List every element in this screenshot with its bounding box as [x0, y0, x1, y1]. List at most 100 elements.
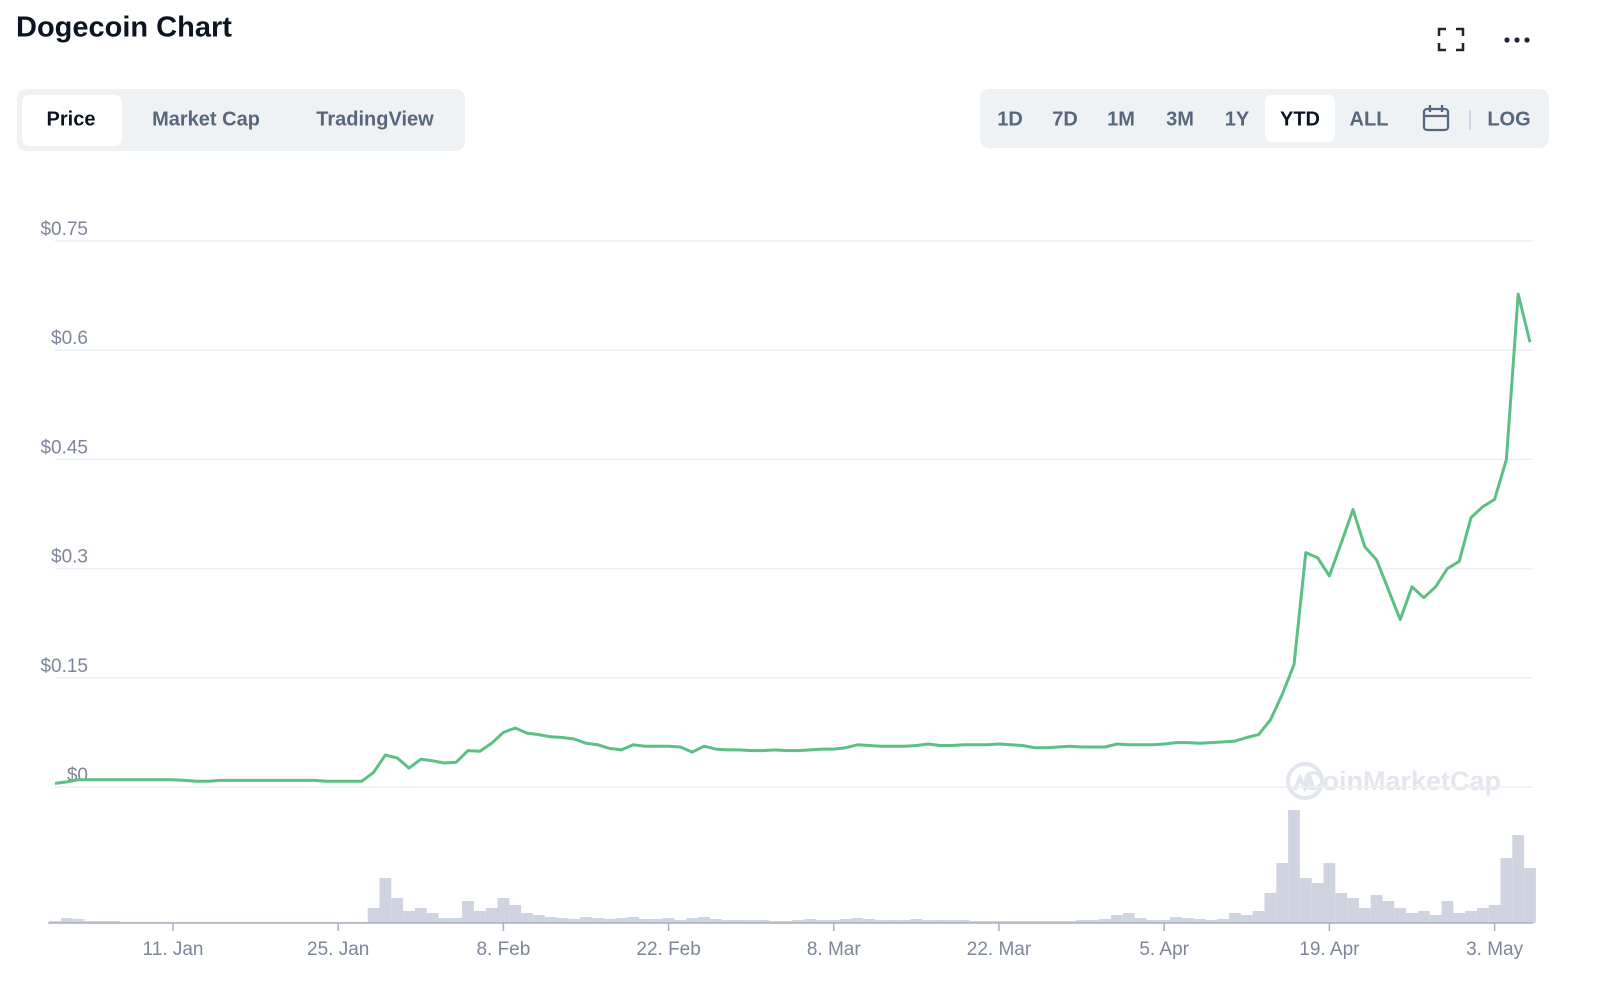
volume-bar [910, 919, 923, 923]
volume-bar [721, 920, 734, 923]
volume-bar [1040, 921, 1053, 923]
volume-bar [662, 918, 675, 923]
volume-bar [957, 920, 970, 923]
volume-bar [1111, 915, 1123, 923]
volume-bar [403, 911, 415, 923]
volume-bar [1170, 917, 1182, 923]
range-button[interactable]: 7D [1052, 108, 1078, 130]
volume-bar [96, 921, 109, 923]
range-button[interactable]: YTD [1280, 108, 1320, 130]
volume-bar [922, 920, 935, 923]
volume-bar [1453, 913, 1466, 923]
fullscreen-icon[interactable] [1437, 27, 1465, 52]
volume-bar [1476, 908, 1489, 923]
volume-bar [1500, 858, 1513, 923]
y-tick-label: $0.45 [40, 437, 88, 458]
volume-bar [568, 919, 581, 923]
volume-bar [49, 921, 61, 923]
volume-bar [1205, 920, 1218, 923]
volume-bar [1347, 898, 1359, 923]
range-button[interactable]: ALL [1350, 108, 1389, 130]
volume-bar [450, 918, 463, 923]
volume-bar [1181, 918, 1194, 923]
log-button[interactable]: LOG [1487, 108, 1530, 130]
volume-bar [816, 920, 828, 923]
volume-bar [603, 919, 616, 923]
volume-bar [934, 920, 946, 923]
more-icon[interactable] [1504, 37, 1530, 43]
volume-bar [60, 918, 73, 923]
volume-bar [1276, 863, 1289, 923]
y-tick-label: $0.6 [51, 328, 88, 349]
volume-bar [827, 920, 840, 923]
x-tick-label: 25. Jan [307, 939, 369, 960]
y-tick-label: $0.75 [40, 219, 88, 240]
calendar-icon[interactable] [1422, 105, 1450, 132]
volume-bar [780, 921, 793, 923]
volume-bar [591, 918, 604, 923]
chart-title: Dogecoin Chart [16, 12, 232, 44]
range-button[interactable]: 1Y [1225, 108, 1250, 130]
volume-bar [1217, 919, 1230, 923]
volume-bar [379, 878, 392, 923]
volume-bar [1052, 921, 1064, 923]
volume-bar [367, 908, 380, 923]
volume-bar [438, 918, 451, 923]
volume-bar [497, 898, 510, 923]
volume-bar [556, 918, 569, 923]
volume-bar [544, 917, 557, 923]
range-button[interactable]: 1D [997, 108, 1023, 130]
volume-bar [969, 921, 982, 923]
volume-bar [1488, 905, 1501, 923]
volume-bar [615, 918, 628, 923]
price-line [54, 292, 1532, 785]
tab[interactable]: Market Cap [152, 108, 260, 130]
volume-bar [627, 917, 640, 923]
volume-bar [391, 898, 404, 923]
volume-bar [1099, 919, 1112, 923]
volume-bar [1063, 921, 1076, 923]
volume-bar [981, 921, 994, 923]
range-button[interactable]: 1M [1107, 108, 1135, 130]
x-tick-label: 8. Mar [807, 939, 862, 960]
volume-bar [1087, 920, 1100, 923]
volume-bar [1299, 878, 1312, 923]
volume-bar [485, 908, 498, 923]
volume-bar [1311, 883, 1324, 923]
watermark: CoinMarketCap [1303, 766, 1501, 796]
tab[interactable]: TradingView [316, 108, 434, 130]
range-button[interactable]: 3M [1166, 108, 1194, 130]
volume-bar [1122, 913, 1135, 923]
volume-bar [1524, 868, 1536, 923]
volume-bar [993, 921, 1005, 923]
volume-bar [1417, 911, 1430, 923]
volume-bar [1465, 911, 1477, 923]
volume-bar [1288, 810, 1300, 923]
volume-bar [1323, 863, 1336, 923]
volume-bar [709, 919, 722, 923]
volume-bar [509, 905, 522, 923]
x-tick-label: 19. Apr [1299, 939, 1360, 960]
volume-bar [757, 920, 769, 923]
volume-bar [1512, 835, 1525, 923]
x-tick-label: 5. Apr [1139, 939, 1189, 960]
volume-bar [804, 919, 817, 923]
volume-bar [1240, 915, 1253, 923]
volume-bar [768, 921, 781, 923]
volume-bar [462, 901, 474, 923]
volume-bar [414, 908, 427, 923]
volume-bar [898, 920, 911, 923]
volume-bar [108, 921, 120, 923]
volume-bar [733, 920, 746, 923]
tab-bar [17, 89, 465, 151]
volume-bar [1158, 920, 1171, 923]
volume-bar [945, 920, 958, 923]
volume-bar [674, 920, 687, 923]
volume-bar [1264, 893, 1277, 923]
watermark-logo [1286, 762, 1324, 800]
volume-bar [1229, 913, 1241, 923]
tab[interactable]: Price [47, 108, 96, 130]
volume-bar [580, 917, 592, 923]
volume-bar [1252, 911, 1265, 923]
